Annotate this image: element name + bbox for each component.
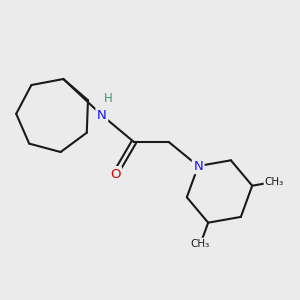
Text: N: N bbox=[193, 160, 203, 172]
Text: CH₃: CH₃ bbox=[265, 177, 284, 187]
Text: H: H bbox=[104, 92, 112, 105]
Text: O: O bbox=[110, 168, 121, 181]
Text: CH₃: CH₃ bbox=[191, 239, 210, 249]
Text: N: N bbox=[97, 109, 107, 122]
